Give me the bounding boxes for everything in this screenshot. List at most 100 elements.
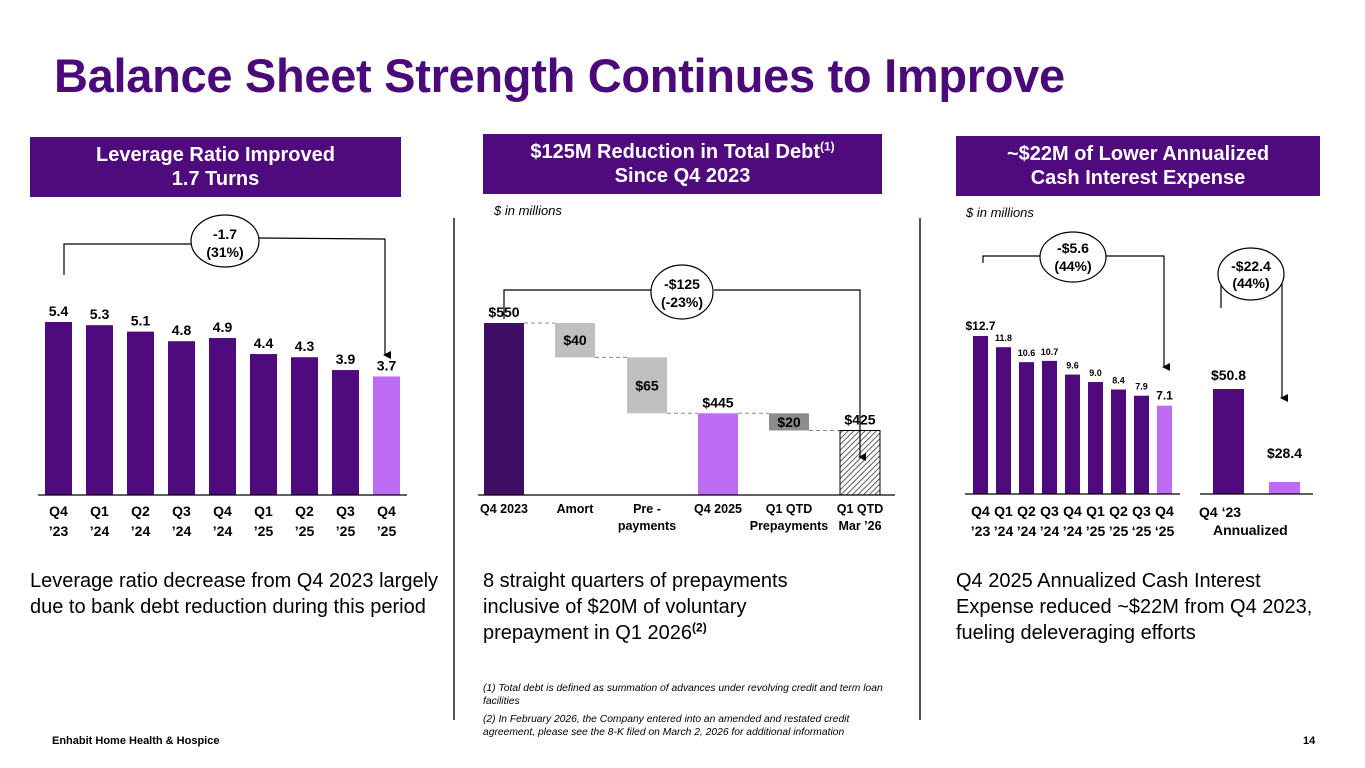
footer-company: Enhabit Home Health & Hospice: [52, 735, 220, 747]
interest-quarterly-bar-label: 7.9: [1135, 382, 1148, 392]
interest-quarterly-bar: [1157, 405, 1172, 494]
leverage-bar: [86, 325, 113, 495]
page-number: 14: [1303, 735, 1316, 747]
interest-quarterly-category-label-line2: ’25: [1086, 523, 1106, 539]
interest-annualized-category-label: Annualized: [1213, 522, 1288, 538]
leverage-category-label-line2: ’24: [213, 523, 233, 539]
interest-quarterly-bar: [1042, 360, 1057, 494]
debt-callout-ellipse: [650, 264, 714, 320]
leverage-bar-label: 4.8: [172, 322, 192, 338]
interest-quarterly-chart: $12.7Q4’2311.8Q1’2410.6Q2’2410.7Q3’249.6…: [965, 319, 1180, 539]
interest-quarterly-bar-label: 9.0: [1089, 368, 1102, 378]
interest-bracket-annualized: [1220, 283, 1282, 398]
leverage-body-text: Leverage ratio decrease from Q4 2023 lar…: [30, 570, 439, 618]
waterfall-bar: [698, 413, 738, 495]
waterfall-bar-label: $40: [563, 332, 587, 348]
interest-bracket-quarterly: [982, 255, 1164, 367]
leverage-category-label-line1: Q4: [213, 503, 232, 519]
debt-callout-line1: -$125: [664, 276, 700, 292]
leverage-bar: [332, 370, 359, 495]
interest-quarterly-category-label-line1: Q4: [1155, 503, 1174, 519]
leverage-category-label-line2: ’25: [336, 523, 356, 539]
interest-callout-quarterly-line2: (44%): [1054, 258, 1091, 274]
waterfall-category-label-line1: Q4 2023: [480, 502, 528, 516]
footnote-ref-2: (2): [692, 620, 707, 635]
waterfall-bar: [769, 413, 809, 431]
leverage-callout-line1: -1.7: [213, 226, 237, 242]
waterfall-bar-label: $65: [635, 377, 659, 393]
interest-header: ~$22M of Lower Annualized Cash Interest …: [956, 136, 1320, 196]
waterfall-category-label-line1: Q1 QTD: [766, 502, 813, 516]
leverage-category-label-line1: Q4: [49, 503, 68, 519]
interest-quarterly-category-label-line1: Q1: [994, 503, 1013, 519]
interest-unit-label: $ in millions: [966, 205, 1034, 220]
leverage-category-label-line2: ’25: [254, 523, 274, 539]
debt-body-text: 8 straight quarters of prepayments inclu…: [483, 568, 843, 646]
footnote-ref-1: (1): [820, 139, 835, 154]
leverage-callout: -1.7 (31%): [63, 214, 385, 355]
interest-quarterly-category-label-line2: ’23: [971, 523, 991, 539]
leverage-callout-ellipse: [190, 214, 260, 268]
interest-quarterly-category-label-line2: ‘25: [1155, 523, 1175, 539]
interest-quarterly-bar: [973, 336, 988, 494]
interest-quarterly-bar-label: 9.6: [1066, 361, 1079, 371]
waterfall-category-label-line1: Q4 2025: [694, 502, 742, 516]
interest-quarterly-category-label-line2: ‘25: [1132, 523, 1152, 539]
interest-quarterly-bar: [1065, 374, 1080, 494]
debt-bracket: [503, 289, 860, 457]
interest-quarterly-category-label-line2: ’24: [1040, 523, 1060, 539]
interest-quarterly-bar: [1088, 382, 1103, 494]
leverage-bar-label: 3.7: [377, 357, 397, 373]
interest-quarterly-bar-label: 11.8: [995, 333, 1012, 343]
waterfall-category-label-line1: Pre -: [633, 502, 661, 516]
debt-body-text-content: 8 straight quarters of prepayments inclu…: [483, 570, 788, 644]
interest-quarterly-bar: [996, 347, 1011, 494]
interest-quarterly-bar-label: 8.4: [1112, 375, 1125, 385]
leverage-bar: [291, 357, 318, 495]
leverage-category-label-line2: ’25: [377, 523, 397, 539]
waterfall-bar: [484, 323, 524, 495]
interest-callout-quarterly-line1: -$5.6: [1057, 240, 1089, 256]
leverage-category-label-line1: Q3: [336, 503, 355, 519]
leverage-bar: [209, 338, 236, 495]
leverage-header: Leverage Ratio Improved 1.7 Turns: [30, 137, 401, 197]
interest-quarterly-category-label-line2: ’24: [994, 523, 1014, 539]
interest-header-line2: Cash Interest Expense: [1030, 167, 1246, 189]
leverage-header-line1: Leverage Ratio Improved: [96, 144, 335, 166]
interest-callout-quarterly: -$5.6 (44%): [982, 231, 1164, 367]
leverage-bar: [127, 331, 154, 495]
interest-annualized-category-label: Q4 ‘23: [1199, 504, 1241, 520]
interest-callout-annualized: -$22.4 (44%): [1217, 247, 1284, 398]
interest-quarterly-category-label-line1: Q3: [1040, 503, 1059, 519]
interest-annualized-bar-label: $50.8: [1211, 367, 1246, 383]
interest-quarterly-bar: [1111, 389, 1126, 494]
interest-annualized-bar: [1213, 389, 1244, 494]
interest-quarterly-category-label-line1: Q1: [1086, 503, 1105, 519]
interest-callout-annualized-line1: -$22.4: [1231, 258, 1271, 274]
leverage-category-label-line2: ’24: [172, 523, 192, 539]
waterfall-category-label-line1: Q1 QTD: [837, 502, 884, 516]
waterfall-category-label-line1: Amort: [557, 502, 595, 516]
debt-header: $125M Reduction in Total Debt(1) Since Q…: [483, 134, 882, 194]
leverage-bar: [168, 341, 195, 495]
leverage-category-label-line2: ’23: [49, 523, 69, 539]
waterfall-bar-label: $20: [777, 414, 801, 430]
leverage-category-label-line1: Q1: [90, 503, 109, 519]
interest-quarterly-category-label-line1: Q2: [1017, 503, 1036, 519]
interest-callout-annualized-line2: (44%): [1232, 275, 1269, 291]
leverage-category-label-line2: ’24: [131, 523, 151, 539]
leverage-bar-label: 5.1: [131, 313, 151, 329]
debt-callout: -$125 (-23%): [503, 264, 860, 457]
waterfall-bar-label: $445: [702, 394, 733, 410]
leverage-chart: 5.4 Q4 ’23 5.3 Q1 ’24 5.1 Q2 ’24 4.8 Q3 ’24 4.9 Q4 ’24…: [38, 303, 407, 539]
waterfall-bar: [627, 357, 667, 414]
waterfall-bar: [555, 323, 595, 358]
leverage-header-line2: 1.7 Turns: [171, 168, 260, 190]
debt-unit-label: $ in millions: [494, 203, 562, 218]
interest-quarterly-category-label-line1: Q2: [1109, 503, 1128, 519]
leverage-bar: [373, 376, 400, 495]
leverage-category-label-line2: ’25: [295, 523, 315, 539]
leverage-category-label-line1: Q1: [254, 503, 273, 519]
